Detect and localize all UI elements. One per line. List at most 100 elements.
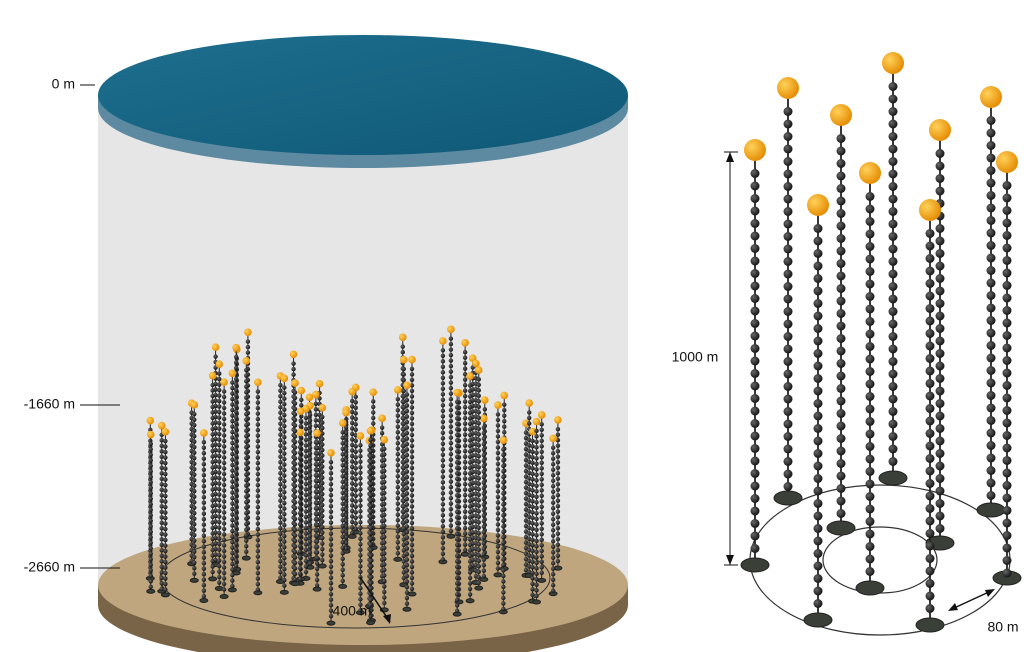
optical-module xyxy=(160,543,164,547)
optical-module xyxy=(410,559,414,563)
optical-module xyxy=(540,488,544,492)
anchor xyxy=(879,471,907,485)
optical-module xyxy=(889,132,898,141)
optical-module xyxy=(405,486,409,490)
optical-module xyxy=(540,571,544,575)
optical-module xyxy=(463,531,467,535)
optical-module xyxy=(210,570,214,574)
optical-module xyxy=(210,504,214,508)
optical-module xyxy=(304,427,308,431)
optical-module xyxy=(368,476,372,480)
optical-module xyxy=(368,575,372,579)
optical-module xyxy=(278,466,282,470)
optical-module xyxy=(410,554,414,558)
optical-module xyxy=(501,458,505,462)
optical-module xyxy=(234,432,238,436)
optical-module xyxy=(308,545,312,549)
optical-module xyxy=(405,502,409,506)
optical-module xyxy=(222,455,226,459)
optical-module xyxy=(405,403,409,407)
optical-module xyxy=(149,486,153,490)
optical-module xyxy=(358,493,362,497)
buoy xyxy=(882,52,904,74)
optical-module xyxy=(256,400,260,404)
optical-module xyxy=(304,454,308,458)
optical-module xyxy=(496,511,500,515)
optical-module xyxy=(540,433,544,437)
optical-module xyxy=(282,517,286,521)
optical-module xyxy=(315,567,319,571)
optical-module xyxy=(814,249,823,258)
optical-module xyxy=(814,287,823,296)
optical-module xyxy=(368,493,372,497)
optical-module xyxy=(222,554,226,558)
optical-module xyxy=(244,533,248,537)
optical-module xyxy=(501,491,505,495)
optical-module xyxy=(315,512,319,516)
optical-module xyxy=(889,120,898,129)
optical-module xyxy=(282,424,286,428)
optical-module xyxy=(230,408,234,412)
optical-module xyxy=(202,451,206,455)
optical-module xyxy=(315,506,319,510)
optical-module xyxy=(463,460,467,464)
optical-module xyxy=(496,418,500,422)
optical-module xyxy=(256,472,260,476)
optical-module xyxy=(256,477,260,481)
optical-module xyxy=(551,490,555,494)
optical-module xyxy=(455,493,459,497)
optical-module xyxy=(556,498,560,502)
optical-module xyxy=(1003,206,1012,215)
optical-module xyxy=(455,482,459,486)
optical-module xyxy=(291,367,295,371)
optical-module xyxy=(468,554,472,558)
optical-module xyxy=(814,324,823,333)
optical-module xyxy=(530,521,534,525)
optical-module xyxy=(837,384,846,393)
optical-module xyxy=(368,498,372,502)
optical-module xyxy=(441,502,445,506)
optical-module xyxy=(320,453,324,457)
optical-module xyxy=(449,397,453,401)
optical-module xyxy=(308,451,312,455)
optical-module xyxy=(936,237,945,246)
optical-module xyxy=(230,501,234,505)
optical-module xyxy=(455,400,459,404)
optical-module xyxy=(449,435,453,439)
optical-module xyxy=(244,439,248,443)
anchor xyxy=(220,595,228,599)
optical-module xyxy=(278,510,282,514)
optical-module xyxy=(358,487,362,491)
optical-module xyxy=(441,436,445,440)
optical-module xyxy=(217,553,221,557)
optical-module xyxy=(217,459,221,463)
optical-module xyxy=(1003,406,1012,415)
optical-module xyxy=(192,522,196,526)
optical-module xyxy=(244,401,248,405)
optical-module xyxy=(441,480,445,484)
optical-module xyxy=(282,561,286,565)
optical-module xyxy=(163,505,167,509)
optical-module xyxy=(341,463,345,467)
optical-module xyxy=(784,457,793,466)
buoy xyxy=(342,409,350,417)
optical-module xyxy=(293,577,297,581)
optical-module xyxy=(814,449,823,458)
optical-module xyxy=(405,469,409,473)
optical-module xyxy=(482,513,486,517)
optical-module xyxy=(163,510,167,514)
optical-module xyxy=(222,411,226,415)
optical-module xyxy=(463,383,467,387)
optical-module xyxy=(814,399,823,408)
optical-module xyxy=(501,530,505,534)
optical-module xyxy=(455,405,459,409)
buoy xyxy=(554,416,562,424)
buoy xyxy=(830,104,852,126)
optical-module xyxy=(463,377,467,381)
optical-module xyxy=(293,390,297,394)
optical-module xyxy=(222,488,226,492)
optical-module xyxy=(534,445,538,449)
optical-module xyxy=(501,535,505,539)
optical-module xyxy=(784,245,793,254)
optical-module xyxy=(530,472,534,476)
